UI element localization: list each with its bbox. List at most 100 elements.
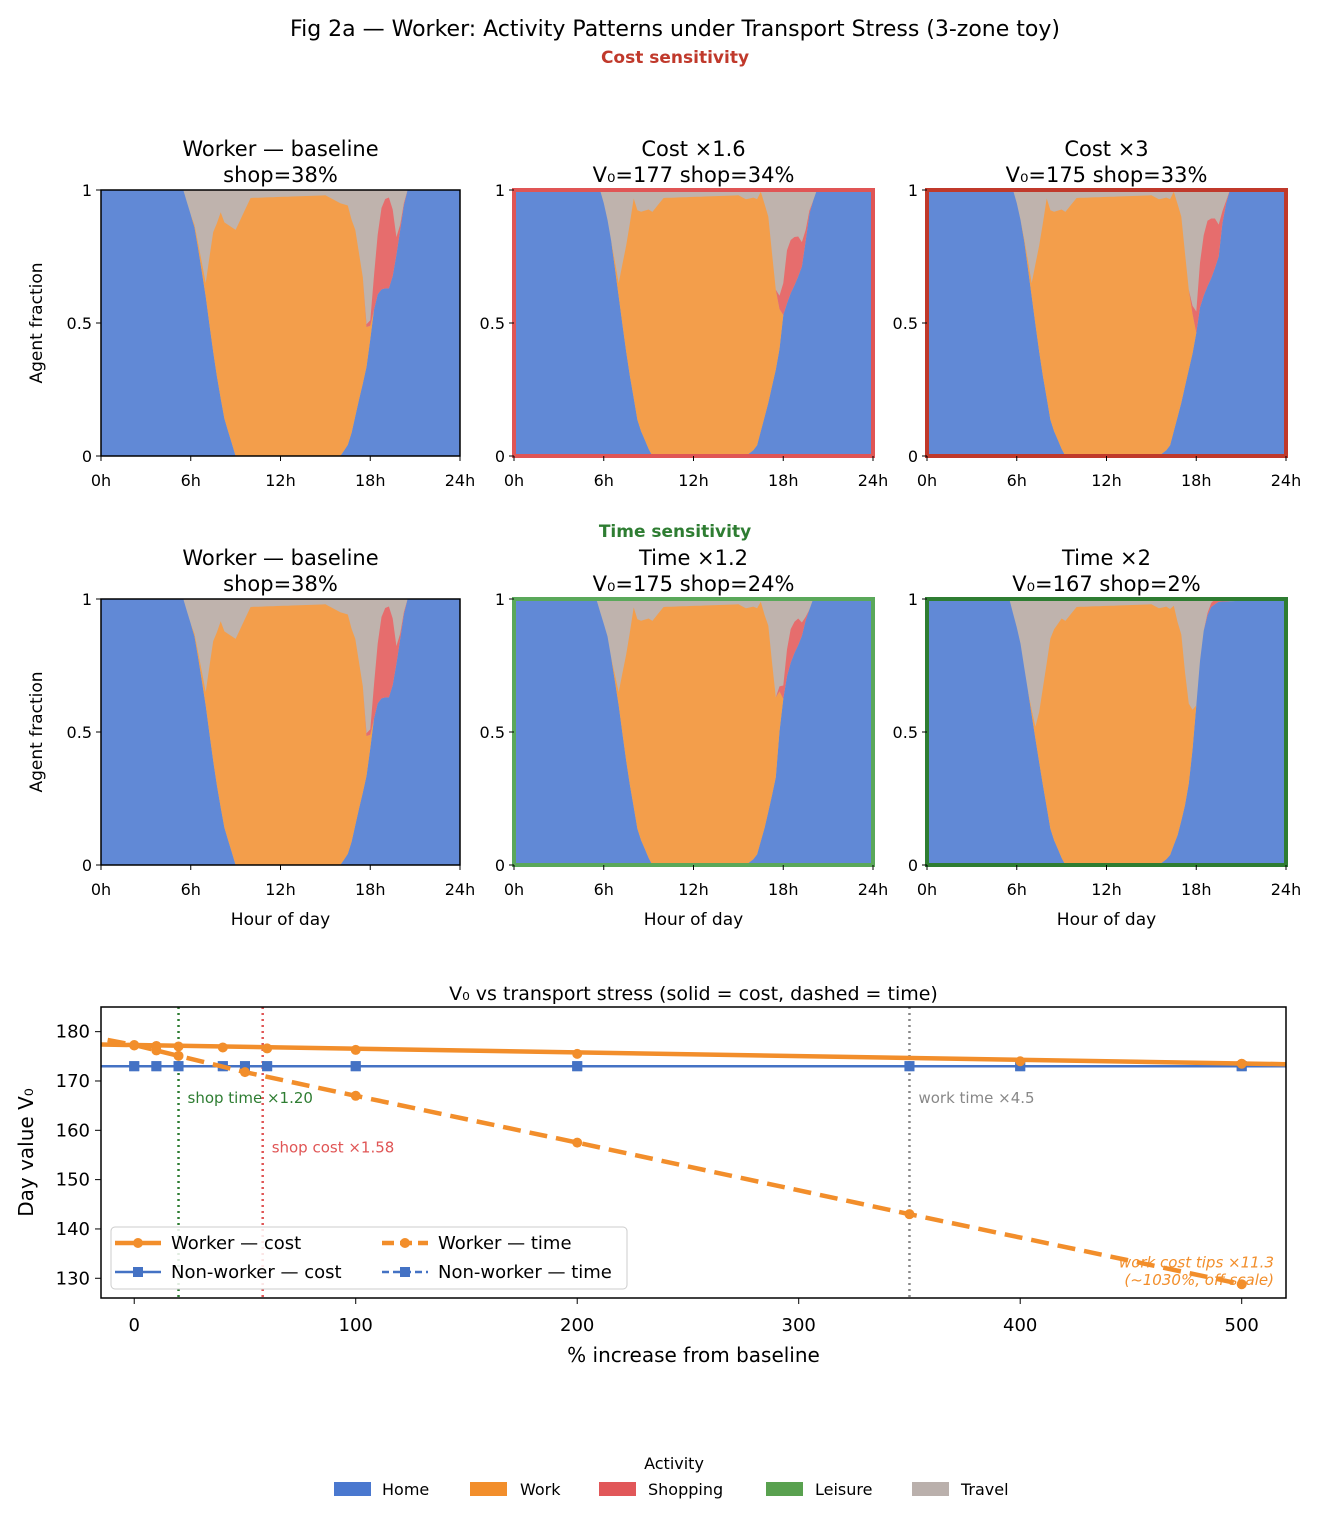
- x-tick-label: 12h: [1091, 471, 1122, 490]
- series-legend-label: Worker — time: [438, 1233, 572, 1254]
- series-legend-marker: [400, 1267, 410, 1277]
- data-point: [350, 1044, 361, 1055]
- legend-swatch-leisure: [766, 1482, 803, 1496]
- y-tick-label: 0: [495, 447, 505, 466]
- plot-frame: [100, 1006, 1287, 1299]
- y-tick-label: 170: [56, 1071, 90, 1092]
- home-area: [101, 190, 460, 456]
- x-tick-label: 0h: [917, 471, 937, 490]
- data-point: [239, 1061, 250, 1072]
- y-tick-label: 0: [82, 856, 92, 875]
- data-point: [904, 1061, 915, 1072]
- y-tick-label: 0: [495, 856, 505, 875]
- work-area: [514, 599, 873, 865]
- reference-line-label: shop time ×1.20: [188, 1089, 313, 1107]
- x-tick-label: 0h: [91, 880, 111, 899]
- data-point: [129, 1061, 140, 1072]
- y-tick-label: 0.5: [480, 314, 505, 333]
- shopping-area: [514, 190, 873, 315]
- work-area: [101, 190, 460, 456]
- time-section-title: Time sensitivity: [599, 522, 751, 542]
- y-tick-label: 1: [908, 590, 918, 609]
- series-legend-label: Non-worker — time: [438, 1262, 612, 1283]
- panel-title: Cost ×1.6: [641, 137, 745, 161]
- x-tick-label: 6h: [181, 471, 201, 490]
- x-tick-label: 12h: [678, 471, 709, 490]
- panel-subtitle: V₀=175 shop=24%: [593, 572, 795, 596]
- x-tick-label: 400: [1003, 1315, 1037, 1336]
- work-area: [101, 599, 460, 865]
- x-tick-label: 500: [1225, 1315, 1259, 1336]
- data-point: [350, 1061, 361, 1072]
- y-tick-label: 0: [908, 856, 918, 875]
- x-tick-label: 12h: [678, 880, 709, 899]
- x-axis-label: Hour of day: [644, 910, 743, 930]
- y-tick-label: 180: [56, 1022, 90, 1043]
- home-area: [514, 190, 873, 456]
- data-point: [262, 1043, 273, 1054]
- y-tick-label: 160: [56, 1120, 90, 1141]
- x-tick-label: 6h: [181, 880, 201, 899]
- data-point: [217, 1042, 228, 1053]
- x-tick-label: 18h: [355, 880, 386, 899]
- y-axis-label: Agent fraction: [27, 262, 47, 383]
- panel-subtitle: V₀=175 shop=33%: [1006, 163, 1208, 187]
- y-tick-label: 140: [56, 1219, 90, 1240]
- series-legend-marker: [133, 1238, 143, 1248]
- y-tick-label: 0.5: [480, 723, 505, 742]
- x-tick-label: 300: [782, 1315, 816, 1336]
- y-axis-label: Day value V₀: [14, 1088, 38, 1217]
- y-tick-label: 0.5: [67, 723, 92, 742]
- legend-label-home: Home: [382, 1480, 429, 1499]
- y-tick-label: 1: [908, 181, 918, 200]
- x-tick-label: 24h: [858, 880, 889, 899]
- x-tick-label: 18h: [768, 471, 799, 490]
- legend-swatch-travel: [912, 1482, 949, 1496]
- x-tick-label: 0h: [504, 880, 524, 899]
- data-point: [350, 1090, 361, 1101]
- x-tick-label: 6h: [594, 471, 614, 490]
- data-point: [1236, 1058, 1247, 1069]
- y-tick-label: 1: [495, 181, 505, 200]
- annotation-line-1: work cost tips ×11.3: [1119, 1253, 1274, 1271]
- y-tick-label: 1: [495, 590, 505, 609]
- series-legend: Worker — cost Worker — time Non-worker — c…: [110, 1226, 628, 1290]
- panel-title: Cost ×3: [1064, 137, 1148, 161]
- cost-section-title: Cost sensitivity: [601, 48, 749, 68]
- series-legend-marker: [133, 1267, 143, 1277]
- activity-legend: Activity Home Work Shopping Leisure Travel: [334, 1454, 1009, 1499]
- data-point: [173, 1041, 184, 1052]
- data-point: [262, 1061, 273, 1072]
- x-tick-label: 6h: [1007, 880, 1027, 899]
- work-area: [514, 190, 873, 456]
- data-point: [572, 1137, 583, 1148]
- x-tick-label: 200: [560, 1315, 594, 1336]
- x-axis-label: Hour of day: [231, 910, 330, 930]
- annotation-line-2: (~1030%, off scale): [1124, 1271, 1274, 1289]
- x-tick-label: 0h: [504, 471, 524, 490]
- chart-title: V₀ vs transport stress (solid = cost, da…: [449, 983, 938, 1005]
- x-tick-label: 6h: [1007, 471, 1027, 490]
- shopping-area: [101, 599, 460, 736]
- x-tick-label: 0h: [91, 471, 111, 490]
- x-tick-label: 12h: [265, 880, 296, 899]
- legend-swatch-shopping: [599, 1482, 636, 1496]
- data-point: [239, 1067, 250, 1078]
- data-point: [1015, 1056, 1026, 1067]
- panel-title: Time ×1.2: [638, 546, 748, 570]
- home-area: [514, 599, 873, 865]
- data-point: [173, 1050, 184, 1061]
- x-tick-label: 18h: [1181, 471, 1212, 490]
- activity-panel-5: Time ×1.2V₀=175 shop=24% 0h 6h 12h 18h 24h 0 0.…: [480, 546, 889, 930]
- panel-subtitle: shop=38%: [223, 572, 338, 596]
- panel-subtitle: V₀=177 shop=34%: [593, 163, 795, 187]
- x-tick-label: 24h: [445, 880, 476, 899]
- activity-panel-3: Cost ×3V₀=175 shop=33% 0h 6h 12h 18h 24h 0 0.5 1: [893, 137, 1302, 490]
- x-axis-label: % increase from baseline: [567, 1343, 820, 1367]
- y-tick-label: 130: [56, 1268, 90, 1289]
- legend-label-shopping: Shopping: [648, 1480, 723, 1499]
